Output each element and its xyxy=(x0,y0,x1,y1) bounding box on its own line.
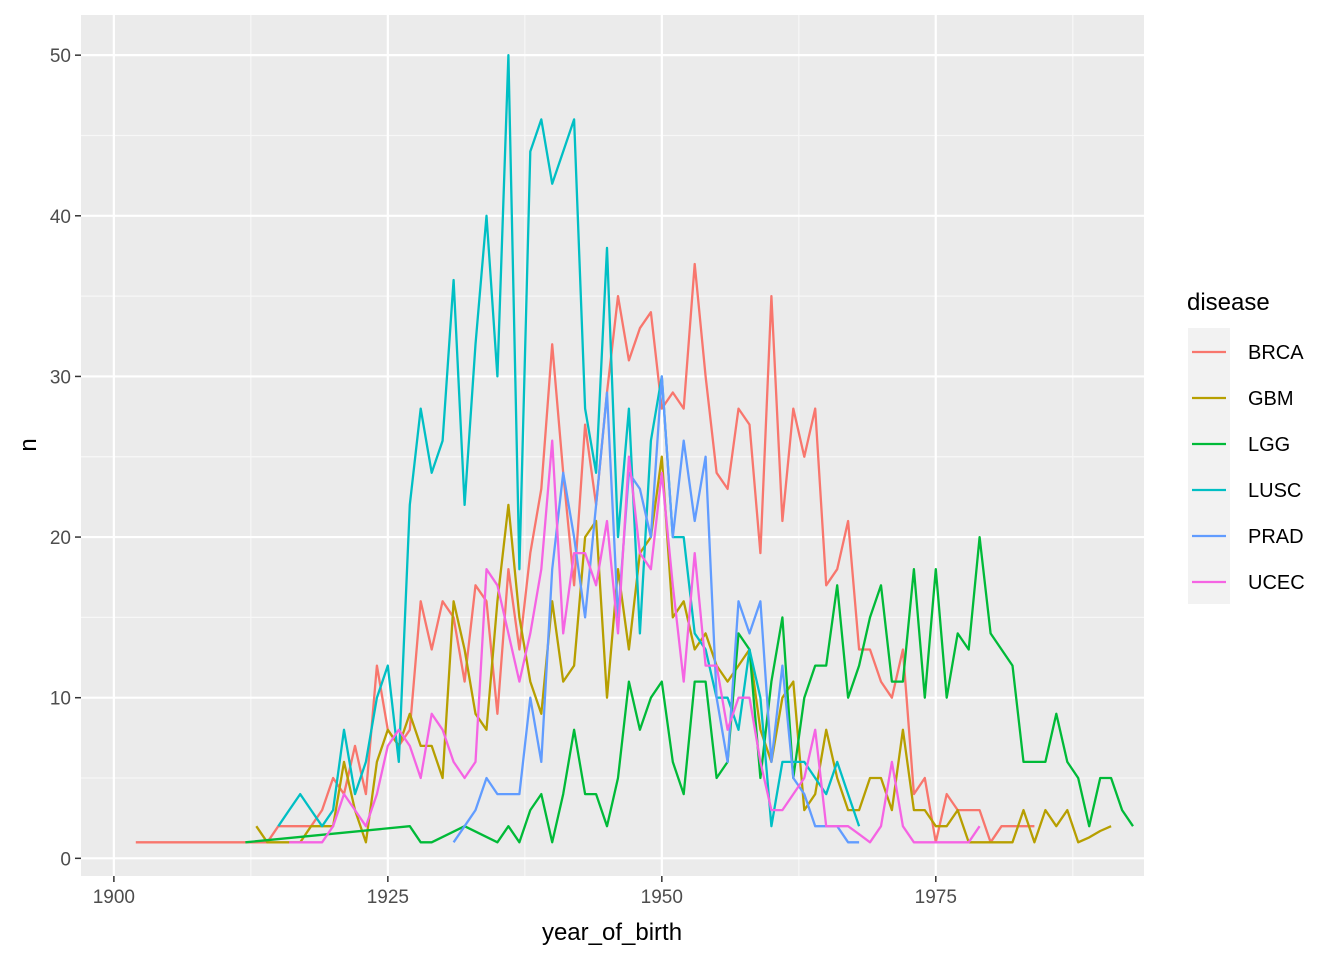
y-axis: 0 10 20 30 40 50 xyxy=(50,46,81,870)
series-line-prad xyxy=(452,375,860,844)
x-axis: 1900 1925 1950 1975 xyxy=(93,876,957,908)
series-line-brca xyxy=(135,262,1035,844)
legend-item-prad: PRAD xyxy=(1192,526,1304,548)
panel-background xyxy=(81,15,1144,876)
minor-gridlines xyxy=(81,15,1144,876)
y-axis-title: n xyxy=(15,438,42,451)
legend-label: UCEC xyxy=(1248,572,1305,594)
y-tick-label: 50 xyxy=(50,46,71,67)
x-tick-label: 1925 xyxy=(367,887,409,908)
series-line-ucec xyxy=(289,439,981,844)
x-axis-title: year_of_birth xyxy=(542,919,682,946)
series-line-lgg xyxy=(245,535,1134,844)
legend-item-brca: BRCA xyxy=(1192,342,1304,364)
y-tick-label: 0 xyxy=(60,849,71,870)
legend-item-ucec: UCEC xyxy=(1192,572,1305,594)
legend-label: GBM xyxy=(1248,388,1294,410)
y-tick-label: 40 xyxy=(50,207,71,228)
y-tick-label: 10 xyxy=(50,689,71,710)
legend-item-gbm: GBM xyxy=(1192,388,1294,410)
legend-item-lusc: LUSC xyxy=(1192,480,1301,502)
legend-title: disease xyxy=(1187,289,1270,316)
legend: disease BRCA GBM LGG LUSC PRAD UCEC xyxy=(1187,289,1305,604)
x-tick-label: 1975 xyxy=(915,887,957,908)
y-tick-label: 30 xyxy=(50,367,71,388)
legend-key-background xyxy=(1188,328,1230,604)
legend-label: LUSC xyxy=(1248,480,1301,502)
y-tick-label: 20 xyxy=(50,528,71,549)
series-line-lusc xyxy=(277,54,861,828)
legend-label: PRAD xyxy=(1248,526,1304,548)
legend-label: BRCA xyxy=(1248,342,1304,364)
x-tick-label: 1900 xyxy=(93,887,135,908)
legend-item-lgg: LGG xyxy=(1192,434,1290,456)
series-lines xyxy=(135,54,1134,844)
legend-label: LGG xyxy=(1248,434,1290,456)
x-tick-label: 1950 xyxy=(641,887,683,908)
